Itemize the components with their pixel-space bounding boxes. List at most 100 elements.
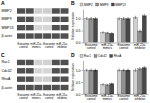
cell: [52, 68, 60, 73]
legend-item: MMP9: [96, 3, 109, 7]
text-line: mimics: [103, 46, 113, 50]
cell: [26, 76, 34, 81]
plot-area: 0.00.51.0ExosomecontrolmiR-21a-mimicsExo…: [76, 10, 149, 50]
text-line: control: [19, 96, 28, 100]
row-label: Cdc42: [2, 69, 12, 73]
error-bar: [111, 83, 112, 84]
y-tick-label: 1.0: [76, 17, 81, 21]
y-axis: 0.00.51.0: [76, 61, 84, 97]
cells: [17, 60, 69, 90]
error-bar: [107, 32, 108, 33]
error-bar: [135, 69, 136, 71]
cell: [43, 33, 51, 38]
cell: [60, 17, 68, 22]
x-tick-label: Exosomecontrol: [117, 94, 130, 101]
bar: [93, 19, 97, 43]
y-tick-mark: [82, 70, 84, 71]
legend-label: MMP9: [100, 3, 109, 7]
cell: [34, 33, 42, 38]
legend-label: Rac1: [84, 54, 91, 58]
legend-label: RhoA: [114, 54, 122, 58]
y-tick: 0.5: [76, 81, 83, 85]
cell: [52, 76, 60, 81]
text-line: inhibitor: [135, 97, 146, 101]
bar: [85, 70, 89, 94]
legend-item: Rac1: [80, 54, 91, 58]
y-tick: 0.5: [76, 29, 83, 33]
error-bar: [144, 66, 145, 68]
error-bar: [123, 69, 124, 71]
cell: [52, 25, 60, 30]
bar: [110, 33, 114, 42]
column-label: miR-21a-inhibitor: [56, 41, 68, 48]
bar: [122, 70, 126, 94]
legend-label: Cdc42: [98, 54, 107, 58]
text-line: control: [45, 96, 54, 100]
x-tick: miR-21a-mimics: [101, 94, 113, 101]
bar: [142, 68, 146, 94]
cell: [17, 85, 25, 90]
legend-item: MMP13: [111, 3, 126, 7]
cell: [17, 8, 25, 13]
legend-swatch: [94, 55, 97, 58]
x-tick-label: miR-21a-inhibitor: [134, 43, 146, 50]
error-bar: [135, 16, 136, 18]
bar: [142, 16, 146, 43]
y-axis-line: [83, 61, 84, 95]
cell: [26, 25, 34, 30]
x-tick-label: miR-21a-inhibitor: [134, 94, 146, 101]
cell: [60, 85, 68, 90]
legend-item: Cdc42: [94, 54, 107, 58]
column-label: miR-21a-inhibitor: [56, 93, 68, 100]
legend: Rac1 Cdc42 RhoA: [80, 54, 121, 58]
x-tick: miR-21a-inhibitor: [134, 94, 146, 101]
x-tick-label: miR-21a-mimics: [101, 94, 113, 101]
cell: [34, 25, 42, 30]
cell: [26, 33, 34, 38]
error-bar: [90, 69, 91, 71]
bar: [110, 84, 114, 94]
cell: [43, 8, 51, 13]
error-bar: [127, 18, 128, 20]
bar: [133, 70, 137, 94]
text-line: mimics: [32, 96, 41, 100]
row-label: β-actin: [2, 34, 13, 38]
y-tick-mark: [82, 43, 84, 44]
text-line: inhibitor: [57, 96, 67, 100]
y-tick: 1.0: [76, 17, 83, 21]
legend-swatch: [80, 3, 83, 6]
cell: [17, 17, 25, 22]
bar: [101, 32, 105, 42]
text-line: inhibitor: [135, 46, 146, 50]
y-tick-mark: [82, 94, 84, 95]
text-line: control: [87, 97, 96, 101]
legend: MMP2 MMP9MMP13: [80, 3, 126, 7]
error-bar: [86, 18, 87, 20]
marks: [85, 66, 147, 94]
cell: [34, 68, 42, 73]
cell: [52, 85, 60, 90]
row-label: MMP13: [2, 26, 14, 30]
text-line: mimics: [103, 97, 113, 101]
cell: [52, 60, 60, 65]
y-axis-line: [83, 10, 84, 44]
legend-item: MMP2: [80, 3, 93, 7]
bar: [138, 69, 142, 94]
heatmap-panel: CRac1Cdc42RhoAβ-actinExosomecontrolmiR-2…: [1, 52, 69, 101]
panel-title: D: [71, 52, 75, 58]
cell: [43, 60, 51, 65]
cell: [26, 68, 34, 73]
cell: [43, 76, 51, 81]
x-tick-label: Exosomecontrol: [85, 43, 98, 50]
cell: [26, 17, 34, 22]
x-axis: ExosomecontrolmiR-21a-mimicsExosomecontr…: [84, 43, 149, 50]
bar: [101, 84, 105, 94]
cell: [43, 25, 51, 30]
y-tick-label: 0.5: [76, 29, 81, 33]
error-bar: [119, 18, 120, 20]
cell: [17, 25, 25, 30]
cell: [60, 60, 68, 65]
plot-area: 0.00.51.0ExosomecontrolmiR-21a-mimicsExo…: [76, 61, 149, 101]
y-tick-mark: [82, 31, 84, 32]
error-bar: [102, 32, 103, 33]
